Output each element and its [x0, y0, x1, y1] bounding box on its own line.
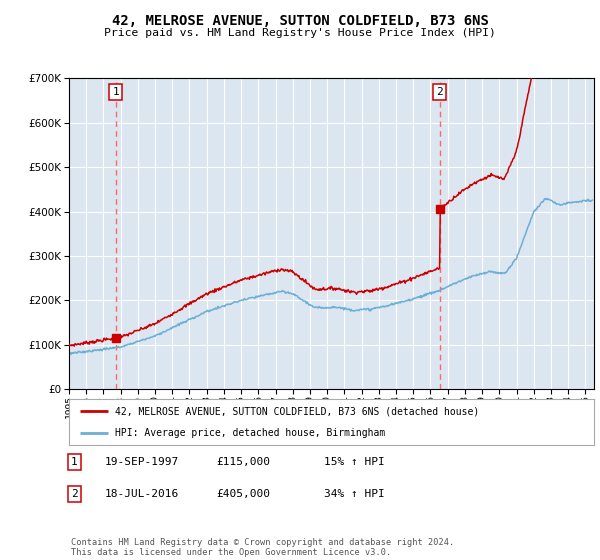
Text: Contains HM Land Registry data © Crown copyright and database right 2024.
This d: Contains HM Land Registry data © Crown c… — [71, 538, 454, 557]
Text: 18-JUL-2016: 18-JUL-2016 — [105, 489, 179, 499]
Text: 42, MELROSE AVENUE, SUTTON COLDFIELD, B73 6NS (detached house): 42, MELROSE AVENUE, SUTTON COLDFIELD, B7… — [115, 406, 479, 416]
Text: £405,000: £405,000 — [216, 489, 270, 499]
Text: 19-SEP-1997: 19-SEP-1997 — [105, 457, 179, 467]
Text: 2: 2 — [436, 87, 443, 97]
Text: £115,000: £115,000 — [216, 457, 270, 467]
Text: 1: 1 — [112, 87, 119, 97]
Text: 2: 2 — [71, 489, 77, 499]
Text: Price paid vs. HM Land Registry's House Price Index (HPI): Price paid vs. HM Land Registry's House … — [104, 28, 496, 38]
Text: 1: 1 — [71, 457, 77, 467]
Text: 42, MELROSE AVENUE, SUTTON COLDFIELD, B73 6NS: 42, MELROSE AVENUE, SUTTON COLDFIELD, B7… — [112, 14, 488, 28]
Text: 34% ↑ HPI: 34% ↑ HPI — [324, 489, 385, 499]
Text: 15% ↑ HPI: 15% ↑ HPI — [324, 457, 385, 467]
Text: HPI: Average price, detached house, Birmingham: HPI: Average price, detached house, Birm… — [115, 428, 385, 438]
